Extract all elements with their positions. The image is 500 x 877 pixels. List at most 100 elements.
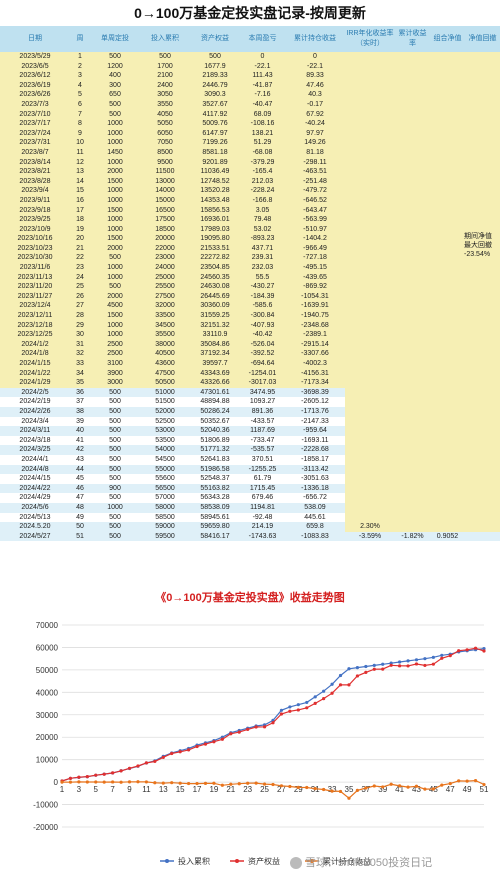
cell-week: 6 (70, 99, 90, 110)
header-assets: 资产权益 (190, 26, 240, 52)
cell-week: 25 (70, 282, 90, 292)
series-point-1 (220, 737, 224, 741)
series-point-0 (288, 705, 292, 709)
cell-weekly-invest: 4500 (90, 301, 140, 312)
cell-date: 2023/12/18 (0, 320, 70, 331)
cell-date: 2023/7/31 (0, 138, 70, 148)
y-tick-label: 10000 (36, 756, 59, 765)
header-drawdown: 净值回撤 (465, 26, 500, 52)
cell-cum-return: -1693.11 (285, 435, 345, 446)
cell-nav (430, 349, 465, 359)
cell-date: 2024/2/26 (0, 406, 70, 417)
series-point-1 (330, 691, 334, 695)
cell-drawdown (465, 454, 500, 465)
cell-nav (430, 330, 465, 340)
series-point-2 (423, 787, 427, 791)
cell-weekly-invest: 2500 (90, 339, 140, 350)
table-row: 2023/8/28 14 1500 13000 12748.52 212.03 -251.4… (0, 176, 500, 187)
cell-weekly-pnl: 68.09 (240, 109, 285, 120)
cell-weekly-invest: 1000 (90, 224, 140, 235)
cell-assets: 50352.67 (190, 416, 240, 427)
cell-irr: -3.59% (345, 531, 395, 542)
cell-drawdown (465, 406, 500, 417)
series-point-0 (381, 662, 385, 666)
cell-cum-return: -7173.34 (285, 378, 345, 388)
table-row: 2024/5/13 49 500 58500 58945.61 -92.48 445.61 (0, 512, 500, 523)
series-point-0 (347, 667, 351, 671)
cell-irr (345, 426, 395, 436)
cell-cum-return: -2228.68 (285, 445, 345, 455)
series-point-1 (246, 727, 250, 731)
cell-week: 46 (70, 483, 90, 494)
cell-cum-return: -656.72 (285, 493, 345, 503)
series-point-0 (338, 673, 343, 678)
cell-drawdown (465, 272, 500, 283)
y-tick-label: 0 (54, 778, 59, 787)
cell-date: 2024/5/27 (0, 531, 70, 542)
cell-cum-return: 538.09 (285, 502, 345, 513)
x-tick-label: 47 (446, 785, 455, 794)
series-point-2 (212, 781, 216, 785)
x-tick-label: 41 (395, 785, 404, 794)
cell-cum-return: -3051.63 (285, 474, 345, 484)
cell-week: 14 (70, 176, 90, 187)
table-row: 2023/11/27 26 2000 27500 26445.69 -184.39 -105… (0, 291, 500, 302)
series-point-1 (119, 769, 123, 773)
cell-week: 30 (70, 330, 90, 340)
cell-week: 44 (70, 464, 90, 475)
cell-irr (345, 176, 395, 187)
cell-assets: 12748.52 (190, 176, 240, 187)
x-tick-label: 9 (127, 785, 132, 794)
series-point-1 (398, 664, 402, 668)
cell-irr (345, 282, 395, 292)
table-row: 2023/6/12 3 400 2100 2189.33 111.43 89.33 (0, 71, 500, 81)
cell-cum-rate (395, 99, 430, 110)
cell-cum-rate (395, 109, 430, 120)
cell-cum-rate (395, 195, 430, 206)
cell-cum-return: -3307.66 (285, 349, 345, 359)
cell-weekly-pnl: -3017.03 (240, 378, 285, 388)
cell-week: 31 (70, 339, 90, 350)
cell-date: 2024/2/5 (0, 387, 70, 398)
cell-cum-rate (395, 426, 430, 436)
series-point-1 (212, 740, 216, 744)
series-point-0 (372, 663, 376, 667)
cell-drawdown (465, 71, 500, 81)
series-point-0 (279, 708, 284, 712)
cell-week: 24 (70, 272, 90, 283)
cell-nav (430, 483, 465, 494)
drawdown-note-value: -23.54% (464, 251, 491, 258)
cell-week: 8 (70, 119, 90, 129)
cell-week: 18 (70, 215, 90, 225)
table-row: 2024/4/22 46 900 56500 55163.82 1715.45 -1336.… (0, 483, 500, 494)
series-point-0 (440, 653, 444, 657)
cell-irr (345, 464, 395, 475)
cell-nav (430, 474, 465, 484)
cell-drawdown (465, 522, 500, 532)
cell-week: 51 (70, 531, 90, 542)
cell-total-invest: 16500 (140, 205, 190, 216)
cell-weekly-pnl: -184.39 (240, 291, 285, 302)
cell-irr (345, 128, 395, 139)
cell-date: 2024/3/11 (0, 426, 70, 436)
series-point-1 (389, 663, 393, 667)
x-tick-label: 17 (193, 785, 202, 794)
cell-week: 19 (70, 224, 90, 235)
cell-weekly-pnl: -1254.01 (240, 368, 285, 379)
cell-cum-rate (395, 311, 430, 321)
cell-irr (345, 339, 395, 350)
cell-cum-rate (395, 493, 430, 503)
cell-total-invest: 20000 (140, 234, 190, 244)
cell-irr (345, 320, 395, 331)
table-row: 2023/10/23 21 2000 22000 21533.51 437.71 -966.… (0, 243, 500, 254)
cell-nav (430, 320, 465, 331)
cell-irr (345, 483, 395, 494)
cell-cum-rate (395, 80, 430, 91)
series-point-2 (322, 787, 326, 792)
cell-nav (430, 80, 465, 91)
watermark: 雪球：smile2050投资日记 (290, 854, 432, 870)
cell-weekly-pnl: -41.87 (240, 80, 285, 91)
cell-weekly-invest: 900 (90, 483, 140, 494)
cell-date: 2024/4/22 (0, 483, 70, 494)
cell-week: 22 (70, 253, 90, 264)
